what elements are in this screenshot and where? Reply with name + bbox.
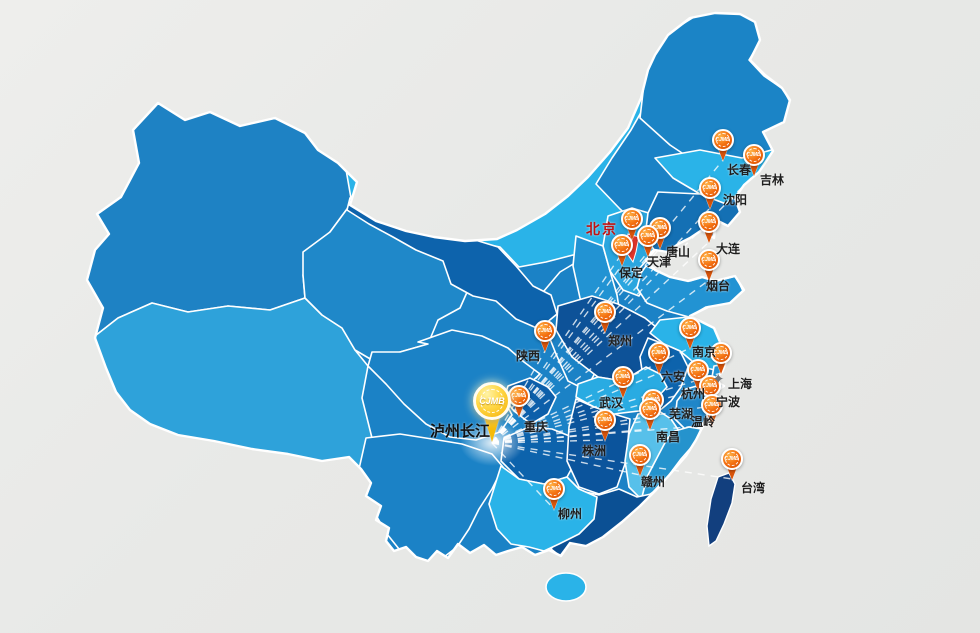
- city-label-shenyang: 沈阳: [723, 193, 748, 207]
- pin-logo-text: CJMB: [701, 219, 717, 225]
- city-label-changchun: 长春: [727, 163, 752, 177]
- pin-logo-icon: CJMB: [534, 320, 556, 342]
- pin-tail: [749, 163, 759, 176]
- pin-logo-text: CJMB: [702, 185, 718, 191]
- pin-logo-icon: CJMB: [679, 317, 701, 339]
- pin-logo-icon: CJMB: [543, 478, 565, 500]
- city-label-hangzhou: 杭州: [681, 387, 706, 401]
- city-label-baoding: 保定: [619, 266, 644, 280]
- city-label-tianjin: 天津: [647, 255, 672, 269]
- pin-logo-text: CJMB: [614, 242, 630, 248]
- pin-logo-icon: CJMB: [594, 409, 616, 431]
- pin-logo-text: CJMB: [724, 456, 740, 462]
- pin-logo-icon: CJMB: [594, 301, 616, 323]
- pin-logo-text: CJMB: [640, 233, 656, 239]
- gear-ring-icon: [747, 148, 761, 162]
- pin-logo-icon: CJMB: [639, 398, 661, 420]
- pin-logo-icon: CJMB: [721, 448, 743, 470]
- pin-logo-icon: CJMB: [629, 444, 651, 466]
- pin-logo-text: CJMB: [701, 257, 717, 263]
- hub-logo-icon: CJMB: [473, 382, 511, 420]
- pin-logo-text: CJMB: [632, 452, 648, 458]
- gear-ring-icon: [716, 133, 730, 147]
- city-label-shanghai: 上海: [728, 377, 753, 391]
- pin-logo-text: CJMB: [546, 486, 562, 492]
- pin-logo-text: CJMB: [682, 325, 698, 331]
- city-label-yantai: 烟台: [706, 279, 731, 293]
- city-label-shaanxi: 陕西: [516, 349, 541, 363]
- pin-logo-text: CJMB: [715, 137, 731, 143]
- gear-ring-icon: [480, 389, 504, 413]
- pin-logo-icon: CJMB: [612, 366, 634, 388]
- city-label-nanjing: 南京: [692, 345, 717, 359]
- hub-label: 泸州长江: [430, 423, 491, 440]
- pin-logo-icon: CJMB: [621, 208, 643, 230]
- pin-logo-text: CJMB: [615, 374, 631, 380]
- city-label-chongqing: 重庆: [524, 420, 549, 434]
- city-label-ningbo: 宁波: [716, 395, 741, 409]
- city-label-taiwan: 台湾: [741, 481, 766, 495]
- pin-logo-text: CJMB: [511, 393, 527, 399]
- pin-tail: [718, 148, 728, 161]
- city-label-wuhu: 芜湖: [669, 407, 694, 421]
- pin-logo-icon: CJMB: [637, 225, 659, 247]
- city-label-zhuzhou: 株洲: [582, 444, 607, 458]
- shanghai-star-icon: ✦: [712, 371, 725, 388]
- pin-logo-text: CJMB: [624, 216, 640, 222]
- city-label-beijing: 北京: [586, 221, 618, 237]
- pin-logo-icon: CJMB: [648, 342, 670, 364]
- city-label-nanchang: 南昌: [656, 430, 681, 444]
- city-label-liuzhou: 柳州: [558, 507, 583, 521]
- island-hainan: [545, 572, 587, 602]
- pin-logo-icon: CJMB: [508, 385, 530, 407]
- city-label-zhengzhou: 郑州: [608, 334, 633, 348]
- pin-logo-text: CJMB: [746, 152, 762, 158]
- pin-logo-icon: CJMB: [743, 144, 765, 166]
- pin-logo-text: CJMB: [642, 406, 658, 412]
- pin-logo-text: CJMB: [597, 309, 613, 315]
- city-label-wenling: 温岭: [691, 415, 716, 429]
- city-label-ganzhou: 赣州: [641, 475, 666, 489]
- pin-logo-text: CJMB: [651, 350, 667, 356]
- city-label-dalian: 大连: [716, 242, 741, 256]
- pin-logo-icon: CJMB: [699, 177, 721, 199]
- pin-logo-icon: CJMB: [712, 129, 734, 151]
- city-label-luan: 六安: [661, 370, 686, 384]
- pin-logo-icon: CJMB: [698, 211, 720, 233]
- pin-logo-text: CJMB: [597, 417, 613, 423]
- city-label-jilin: 吉林: [760, 173, 785, 187]
- pin-logo-text: CJMB: [537, 328, 553, 334]
- pin-logo-text: CJMB: [690, 367, 706, 373]
- city-label-wuhan: 武汉: [599, 396, 624, 410]
